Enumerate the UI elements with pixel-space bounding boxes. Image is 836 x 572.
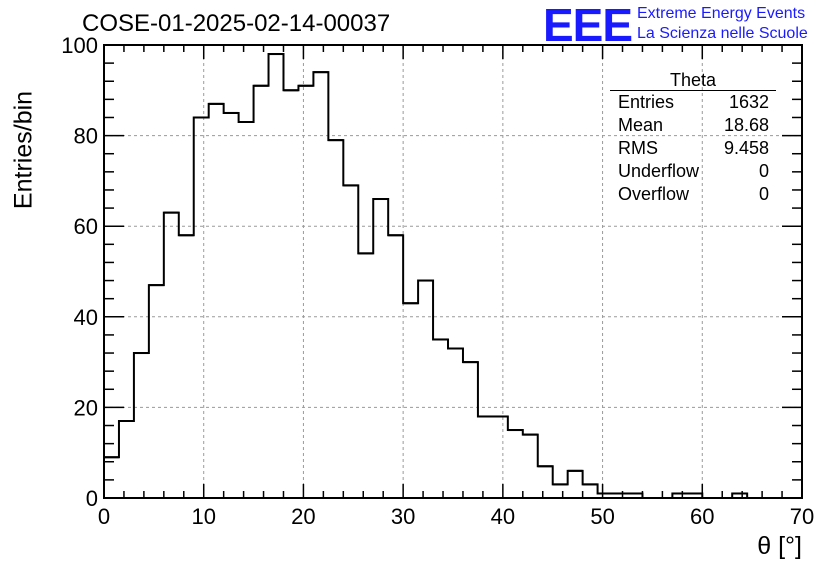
stats-row-rms: RMS 9.458	[610, 137, 776, 160]
x-tick-label: 60	[690, 504, 714, 529]
stats-box: Theta Entries 1632 Mean 18.68 RMS 9.458 …	[610, 70, 776, 206]
y-tick-label: 20	[74, 395, 98, 420]
stats-label: Overflow	[618, 184, 690, 204]
y-tick-label: 40	[74, 305, 98, 330]
y-axis-label-wrap: Entries/bin	[6, 91, 42, 209]
stats-value: 0	[758, 161, 769, 181]
stats-value: 9.458	[723, 138, 769, 158]
y-tick-label: 60	[74, 214, 98, 239]
logo-line-1: Extreme Energy Events	[637, 5, 806, 22]
x-axis-label: θ [°]	[757, 532, 802, 560]
x-tick-label: 70	[790, 504, 814, 529]
stats-row-mean: Mean 18.68	[610, 114, 776, 137]
stats-value: 1632	[728, 92, 769, 112]
x-tick-label: 10	[191, 504, 215, 529]
eee-logo: EEE	[543, 0, 633, 51]
y-tick-label: 80	[74, 124, 98, 149]
logo-line-2: La Scienza nelle Scuole	[637, 25, 808, 42]
stats-row-overflow: Overflow 0	[610, 183, 776, 206]
plot-frame	[103, 44, 803, 499]
x-tick-label: 40	[491, 504, 515, 529]
y-tick-label: 100	[61, 33, 98, 58]
stats-label: RMS	[618, 138, 658, 158]
stats-value: 18.68	[723, 115, 769, 135]
stats-row-entries: Entries 1632	[610, 91, 776, 114]
x-tick-label: 0	[98, 504, 110, 529]
x-tick-label: 50	[590, 504, 614, 529]
x-tick-label: 30	[391, 504, 415, 529]
stats-value: 0	[758, 184, 769, 204]
stats-title: Theta	[610, 70, 776, 91]
logo-caption: Extreme Energy Events La Scienza nelle S…	[637, 4, 808, 44]
stats-row-underflow: Underflow 0	[610, 160, 776, 183]
chart-title: COSE-01-2025-02-14-00037	[82, 10, 391, 37]
stats-label: Mean	[618, 115, 664, 135]
stats-label: Underflow	[618, 161, 700, 181]
stats-label: Entries	[618, 92, 675, 112]
y-axis-label: Entries/bin	[9, 90, 38, 210]
x-tick-label: 20	[291, 504, 315, 529]
y-tick-label: 0	[86, 486, 98, 511]
